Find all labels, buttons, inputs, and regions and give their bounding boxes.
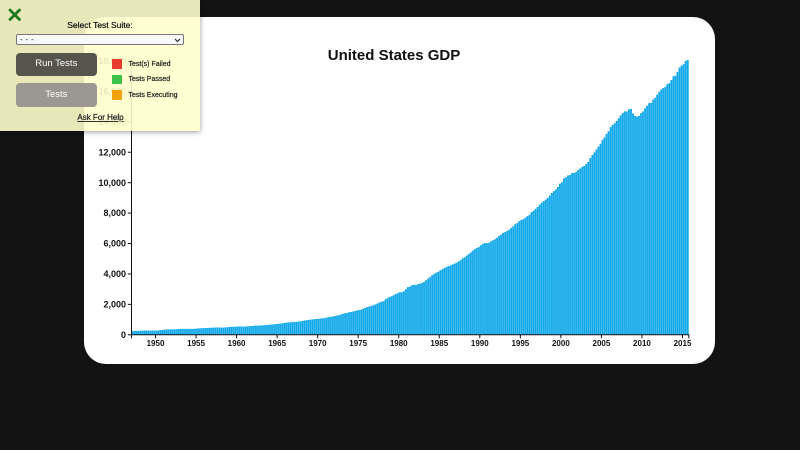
svg-text:1995: 1995: [511, 339, 529, 348]
svg-text:2000: 2000: [552, 339, 570, 348]
svg-text:1965: 1965: [268, 339, 286, 348]
svg-text:12,000: 12,000: [98, 147, 126, 157]
svg-text:1980: 1980: [390, 339, 408, 348]
svg-text:United States GDP: United States GDP: [328, 47, 461, 64]
svg-text:2005: 2005: [593, 339, 611, 348]
svg-text:1960: 1960: [228, 339, 246, 348]
svg-text:10,000: 10,000: [98, 178, 126, 188]
svg-text:1955: 1955: [187, 339, 205, 348]
svg-text:2015: 2015: [674, 339, 692, 348]
svg-text:2010: 2010: [633, 339, 651, 348]
svg-text:1985: 1985: [430, 339, 448, 348]
svg-text:1950: 1950: [147, 339, 165, 348]
svg-text:1990: 1990: [471, 339, 489, 348]
svg-text:4,000: 4,000: [103, 269, 126, 279]
svg-text:1970: 1970: [309, 339, 327, 348]
svg-text:0: 0: [121, 330, 126, 340]
svg-text:2,000: 2,000: [103, 299, 126, 309]
svg-text:6,000: 6,000: [103, 239, 126, 249]
svg-text:1975: 1975: [349, 339, 367, 348]
svg-text:8,000: 8,000: [103, 208, 126, 218]
